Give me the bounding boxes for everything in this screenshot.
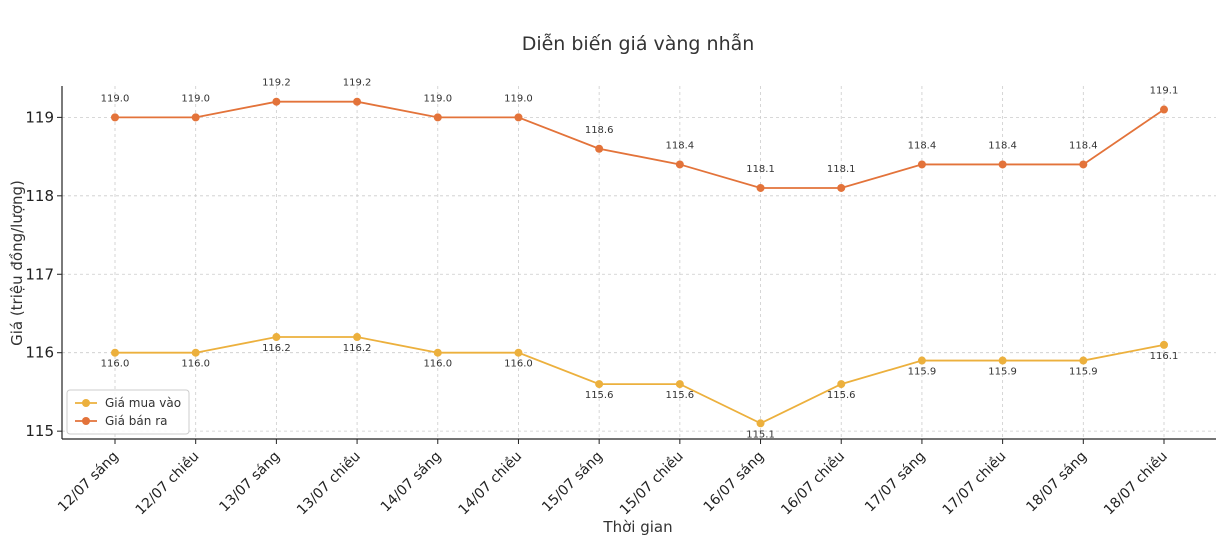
series-line bbox=[115, 336, 1165, 425]
data-label: 116.1 bbox=[1150, 351, 1179, 362]
data-point bbox=[595, 380, 604, 389]
data-point bbox=[1079, 356, 1088, 365]
data-label: 116.2 bbox=[343, 343, 372, 354]
x-tick-label: 12/07 chiều bbox=[132, 448, 203, 519]
x-tick-label: 15/07 sáng bbox=[539, 449, 606, 516]
legend-label: Giá mua vào bbox=[105, 396, 181, 410]
data-point bbox=[756, 419, 765, 428]
y-tick-label: 119 bbox=[25, 108, 54, 126]
x-tick-label: 14/07 sáng bbox=[378, 449, 445, 516]
data-point bbox=[917, 356, 926, 365]
x-tick-label: 17/07 sáng bbox=[862, 449, 929, 516]
x-tick-label: 18/07 chiều bbox=[1100, 448, 1171, 519]
data-point bbox=[353, 97, 362, 106]
data-label: 116.0 bbox=[101, 359, 130, 370]
data-label: 119.0 bbox=[504, 93, 533, 104]
data-label: 118.4 bbox=[988, 140, 1017, 151]
data-label: 119.2 bbox=[262, 78, 291, 89]
x-tick-label: 14/07 chiều bbox=[455, 448, 526, 519]
legend-label: Giá bán ra bbox=[105, 414, 167, 428]
data-point bbox=[272, 97, 281, 106]
data-point bbox=[1079, 160, 1088, 169]
data-label: 118.1 bbox=[827, 164, 856, 175]
data-point bbox=[837, 380, 846, 389]
data-point bbox=[1160, 340, 1168, 349]
y-tick-label: 118 bbox=[25, 187, 54, 205]
data-label: 119.0 bbox=[181, 93, 210, 104]
x-tick-label: 17/07 chiều bbox=[939, 448, 1010, 519]
legend-marker bbox=[82, 417, 90, 425]
data-label: 118.4 bbox=[908, 140, 937, 151]
data-point bbox=[353, 333, 362, 342]
data-label: 115.9 bbox=[988, 367, 1017, 378]
data-point bbox=[433, 348, 442, 357]
y-tick-label: 116 bbox=[25, 344, 54, 362]
x-tick-label: 16/07 chiều bbox=[778, 448, 849, 519]
data-label: 115.9 bbox=[1069, 367, 1098, 378]
data-point bbox=[998, 160, 1007, 169]
x-axis-label: Thời gian bbox=[602, 518, 672, 536]
data-point bbox=[191, 113, 200, 122]
data-point bbox=[514, 348, 523, 357]
data-point bbox=[1160, 105, 1168, 114]
x-tick-label: 12/07 sáng bbox=[55, 449, 122, 516]
legend-marker bbox=[82, 399, 90, 407]
data-label: 116.0 bbox=[504, 359, 533, 370]
legend: Giá mua vào Giá bán ra bbox=[66, 389, 190, 435]
data-label: 116.0 bbox=[423, 359, 452, 370]
data-point bbox=[595, 144, 604, 153]
data-label: 119.0 bbox=[101, 93, 130, 104]
series-line bbox=[115, 100, 1165, 189]
x-tick-label: 13/07 chiều bbox=[293, 448, 364, 519]
data-label: 115.6 bbox=[666, 390, 695, 401]
legend-box bbox=[66, 389, 190, 435]
data-point bbox=[756, 183, 765, 192]
data-point bbox=[433, 113, 442, 122]
x-tick-label: 15/07 chiều bbox=[616, 448, 687, 519]
data-label: 118.1 bbox=[746, 164, 775, 175]
data-label: 118.6 bbox=[585, 125, 614, 136]
data-point bbox=[998, 356, 1007, 365]
data-label: 115.6 bbox=[585, 390, 614, 401]
data-label: 115.6 bbox=[827, 390, 856, 401]
data-label: 115.9 bbox=[908, 367, 937, 378]
data-point bbox=[917, 160, 926, 169]
data-point bbox=[675, 380, 684, 389]
data-label: 119.2 bbox=[343, 78, 372, 89]
data-point bbox=[111, 113, 119, 122]
data-point bbox=[514, 113, 523, 122]
data-point bbox=[675, 160, 684, 169]
data-label: 116.0 bbox=[181, 359, 210, 370]
x-tick-label: 16/07 sáng bbox=[701, 449, 768, 516]
y-tick-label: 117 bbox=[25, 265, 54, 283]
series-group: 116.0 116.0 116.2 116.2 116.0 116.0 115.6 115.6… bbox=[101, 78, 1179, 441]
y-tick-label: 115 bbox=[25, 422, 54, 440]
data-label: 118.4 bbox=[1069, 140, 1098, 151]
data-label: 115.1 bbox=[746, 429, 775, 440]
data-point bbox=[837, 183, 846, 192]
data-point bbox=[272, 333, 281, 342]
data-label: 119.1 bbox=[1150, 86, 1179, 97]
data-point bbox=[111, 348, 119, 357]
data-label: 118.4 bbox=[666, 140, 695, 151]
data-point bbox=[191, 348, 200, 357]
y-axis-label: Giá (triệu đồng/lượng) bbox=[8, 180, 26, 346]
data-label: 116.2 bbox=[262, 343, 291, 354]
x-tick-label: 18/07 sáng bbox=[1023, 449, 1090, 516]
x-tick-label: 13/07 sáng bbox=[216, 449, 283, 516]
data-label: 119.0 bbox=[423, 93, 452, 104]
chart-title: Diễn biến giá vàng nhẫn bbox=[522, 32, 755, 55]
grid bbox=[62, 86, 1216, 439]
